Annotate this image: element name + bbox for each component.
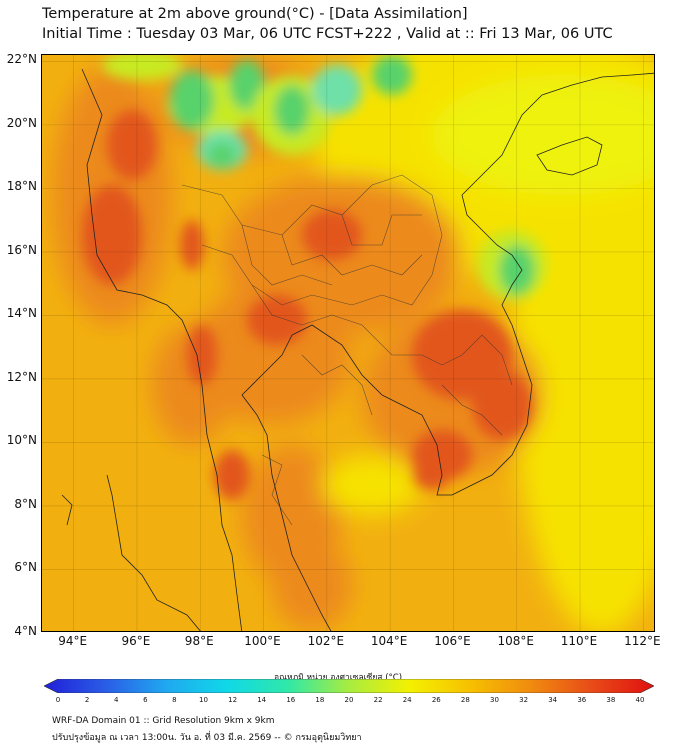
colorbar-tick-label: 4 bbox=[113, 696, 119, 704]
province-boundaries bbox=[181, 174, 513, 526]
longitude-label: 98°E bbox=[184, 634, 214, 648]
footer-domain-info: WRF-DA Domain 01 :: Grid Resolution 9km … bbox=[52, 716, 275, 726]
latitude-label: 4°N bbox=[14, 624, 37, 638]
longitude-label: 106°E bbox=[434, 634, 471, 648]
longitude-label: 112°E bbox=[624, 634, 661, 648]
colorbar-tick-label: 10 bbox=[199, 696, 208, 704]
colorbar-tick-label: 38 bbox=[606, 696, 616, 704]
colorbar-tick-label: 2 bbox=[84, 696, 90, 704]
coastline-overlay bbox=[61, 68, 654, 631]
colorbar-tick-label: 20 bbox=[344, 696, 354, 704]
latitude-label: 16°N bbox=[6, 242, 37, 257]
latitude-label: 14°N bbox=[6, 306, 37, 321]
colorbar-tick-label: 26 bbox=[431, 696, 441, 704]
colorbar-tick-label: 14 bbox=[257, 696, 267, 704]
longitude-label: 110°E bbox=[560, 634, 598, 648]
latitude-label: 8°N bbox=[14, 496, 37, 511]
colorbar-title: อุณหภูมิ หน่วย องศาเซลเซียส (°C) bbox=[273, 673, 403, 683]
longitude-label: 104°E bbox=[370, 634, 408, 648]
temperature-field bbox=[42, 55, 654, 631]
footer-update-info: ปรับปรุงข้อมูล ณ เวลา 13:00น. วัน อ. ที่… bbox=[52, 733, 362, 743]
colorbar-tick-label: 12 bbox=[228, 696, 238, 704]
latitude-label: 22°N bbox=[6, 52, 37, 67]
colorbar-tick-label: 34 bbox=[548, 696, 558, 704]
latitude-label: 6°N bbox=[14, 560, 37, 575]
longitude-label: 100°E bbox=[244, 634, 281, 648]
colorbar-tick-label: 36 bbox=[577, 696, 587, 704]
colorbar-tick-label: 18 bbox=[315, 696, 325, 704]
colorbar-tick-label: 30 bbox=[490, 696, 499, 704]
colorbar-tick-label: 22 bbox=[373, 696, 383, 704]
temperature-map[interactable] bbox=[41, 54, 655, 632]
latitude-label: 18°N bbox=[6, 179, 37, 194]
longitude-label: 94°E bbox=[58, 634, 88, 648]
colorbar-tick-label: 6 bbox=[143, 696, 148, 704]
longitude-label: 108°E bbox=[497, 634, 534, 648]
colorbar-tick-label: 28 bbox=[460, 696, 470, 704]
latitude-label: 12°N bbox=[6, 369, 37, 384]
longitude-label: 96°E bbox=[121, 634, 151, 648]
longitude-label: 102°E bbox=[307, 634, 345, 648]
colorbar-tick-label: 8 bbox=[172, 696, 177, 704]
graticule bbox=[42, 55, 654, 631]
colorbar-tick-label: 40 bbox=[635, 696, 645, 704]
latitude-label: 10°N bbox=[6, 433, 37, 448]
colorbar-tick-label: 24 bbox=[402, 696, 412, 704]
colorbar-tick-label: 16 bbox=[286, 696, 296, 704]
colorbar-tick-label: 32 bbox=[519, 696, 529, 704]
colorbar-tick-label: 0 bbox=[55, 696, 61, 704]
latitude-label: 20°N bbox=[6, 115, 37, 130]
map-title: Temperature at 2m above ground(°C) - [Da… bbox=[42, 6, 468, 22]
map-subtitle: Initial Time : Tuesday 03 Mar, 06 UTC FC… bbox=[42, 26, 613, 42]
colorbar bbox=[44, 679, 654, 693]
